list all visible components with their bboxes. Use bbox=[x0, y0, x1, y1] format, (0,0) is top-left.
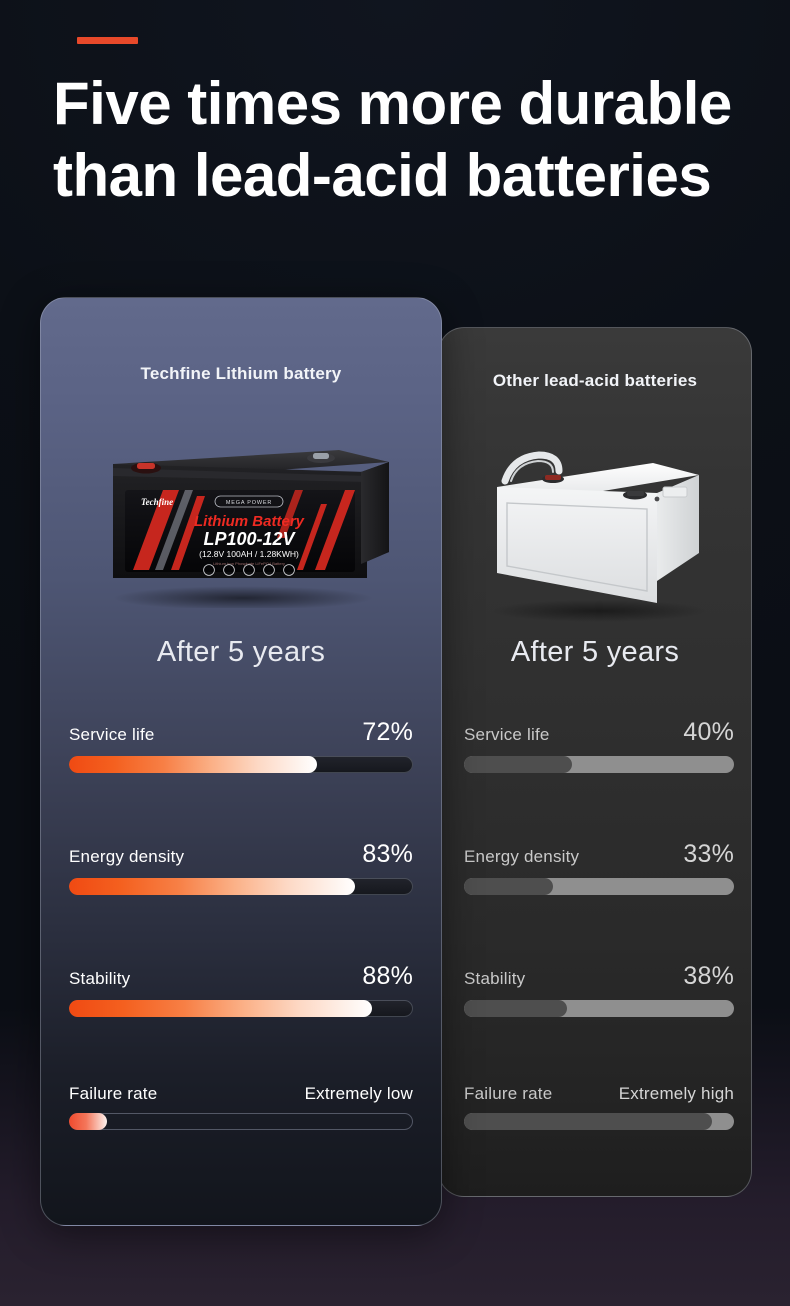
metric-row: Failure rate Extremely low bbox=[41, 1084, 441, 1130]
card-subtitle-lithium: After 5 years bbox=[156, 636, 326, 668]
card-subtitle-lead-acid: After 5 years bbox=[510, 636, 680, 668]
metric-bar-fill bbox=[69, 756, 317, 773]
metric-bar-fill bbox=[464, 1113, 713, 1130]
metric-value: 88% bbox=[362, 962, 413, 990]
metric-label: Energy density bbox=[464, 847, 580, 866]
metric-label: Service life bbox=[464, 725, 550, 744]
metrics-list-lithium: Service life 72% Energy density 83% Stab… bbox=[41, 718, 441, 1130]
comparison-card-lithium: Techfine Lithium battery bbox=[40, 297, 442, 1226]
svg-text:LP100-12V: LP100-12V bbox=[203, 529, 296, 549]
metric-label: Service life bbox=[69, 725, 155, 744]
metric-row: Failure rate Extremely high bbox=[439, 1084, 751, 1130]
metric-header: Stability 38% bbox=[439, 962, 751, 991]
metric-header: Stability 88% bbox=[41, 962, 441, 991]
svg-text:Techfine: Techfine bbox=[141, 497, 173, 507]
page-title-line-1: Five times more durable bbox=[53, 70, 732, 137]
metric-row: Energy density 33% bbox=[439, 840, 751, 962]
lithium-battery-image: Techfine MEGA POWER Lithium Battery LP10… bbox=[71, 428, 411, 610]
card-title-lead-acid: Other lead-acid batteries bbox=[492, 371, 698, 390]
metric-row: Stability 38% bbox=[439, 962, 751, 1084]
metric-bar-fill bbox=[69, 878, 355, 895]
metric-bar-fill bbox=[464, 1000, 567, 1017]
comparison-card-lead-acid: Other lead-acid batteries bbox=[438, 327, 752, 1197]
metric-value: Extremely low bbox=[304, 1084, 413, 1103]
page-title-line-2: than lead-acid batteries bbox=[53, 142, 712, 209]
metric-header: Service life 40% bbox=[439, 718, 751, 747]
metric-label: Stability bbox=[69, 969, 131, 988]
metric-header: Energy density 83% bbox=[41, 840, 441, 869]
svg-text:MEGA POWER: MEGA POWER bbox=[226, 500, 272, 506]
metric-value: 72% bbox=[362, 718, 413, 746]
metric-bar-fill bbox=[69, 1000, 372, 1017]
accent-rule bbox=[77, 37, 138, 44]
metric-value: 40% bbox=[683, 718, 734, 746]
metric-bar-fill bbox=[69, 1113, 107, 1130]
metric-label: Stability bbox=[464, 969, 526, 988]
metrics-list-lead-acid: Service life 40% Energy density 33% Stab… bbox=[439, 718, 751, 1130]
metric-value: 38% bbox=[683, 962, 734, 990]
metric-header: Failure rate Extremely high bbox=[439, 1084, 751, 1104]
metric-bar bbox=[69, 878, 413, 895]
metric-header: Failure rate Extremely low bbox=[41, 1084, 441, 1104]
metric-row: Service life 40% bbox=[439, 718, 751, 840]
card-title-lithium: Techfine Lithium battery bbox=[140, 364, 342, 383]
metric-row: Energy density 83% bbox=[41, 840, 441, 962]
metric-value: 83% bbox=[362, 840, 413, 868]
metric-value: Extremely high bbox=[618, 1084, 734, 1103]
metric-bar bbox=[69, 1000, 413, 1017]
metric-bar bbox=[464, 756, 734, 773]
metric-bar bbox=[464, 1113, 734, 1130]
metric-row: Service life 72% bbox=[41, 718, 441, 840]
page-title: Five times more durable than lead-acid b… bbox=[53, 68, 773, 212]
svg-text:Lithium Battery: Lithium Battery bbox=[194, 513, 305, 530]
metric-label: Failure rate bbox=[464, 1084, 553, 1103]
metric-label: Failure rate bbox=[69, 1084, 158, 1103]
metric-bar-fill bbox=[464, 756, 572, 773]
metric-label: Energy density bbox=[69, 847, 185, 866]
metric-bar bbox=[464, 878, 734, 895]
metric-bar-fill bbox=[464, 878, 554, 895]
metric-bar bbox=[69, 756, 413, 773]
lead-acid-battery-image bbox=[467, 433, 729, 623]
metric-header: Energy density 33% bbox=[439, 840, 751, 869]
metric-header: Service life 72% bbox=[41, 718, 441, 747]
svg-text:Lithium Iron Phosphate LiFePO4: Lithium Iron Phosphate LiFePO4 Battery bbox=[213, 561, 285, 566]
metric-row: Stability 88% bbox=[41, 962, 441, 1084]
metric-bar bbox=[69, 1113, 413, 1130]
metric-value: 33% bbox=[683, 840, 734, 868]
metric-bar bbox=[464, 1000, 734, 1017]
svg-text:(12.8V 100AH / 1.28KWH): (12.8V 100AH / 1.28KWH) bbox=[199, 549, 299, 559]
